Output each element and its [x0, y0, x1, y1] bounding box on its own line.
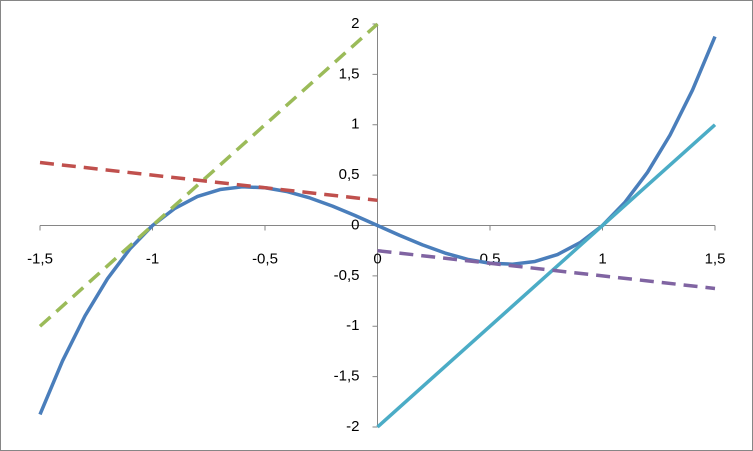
y-tick-label: 1,5 [339, 65, 360, 82]
x-tick-label: 1,5 [705, 250, 726, 267]
y-tick-label: 1 [351, 116, 359, 133]
series-line [376, 123, 717, 429]
series-line [377, 248, 716, 291]
y-tick-label: -0,5 [334, 267, 360, 284]
x-tick-label: -1 [146, 250, 159, 267]
y-tick-label: 0,5 [339, 166, 360, 183]
x-tick-label: -0,5 [252, 250, 278, 267]
series-line [38, 22, 379, 328]
y-tick-label: 0 [351, 216, 359, 233]
x-tick-label: 0 [373, 250, 381, 267]
y-tick-label: -1 [346, 317, 359, 334]
x-tick-label: 1 [598, 250, 606, 267]
series-line [39, 160, 378, 203]
y-tick-label: 2 [351, 15, 359, 32]
y-tick-label: -1,5 [334, 368, 360, 385]
y-tick-label: -2 [346, 418, 359, 435]
x-tick-label: -1,5 [27, 250, 53, 267]
